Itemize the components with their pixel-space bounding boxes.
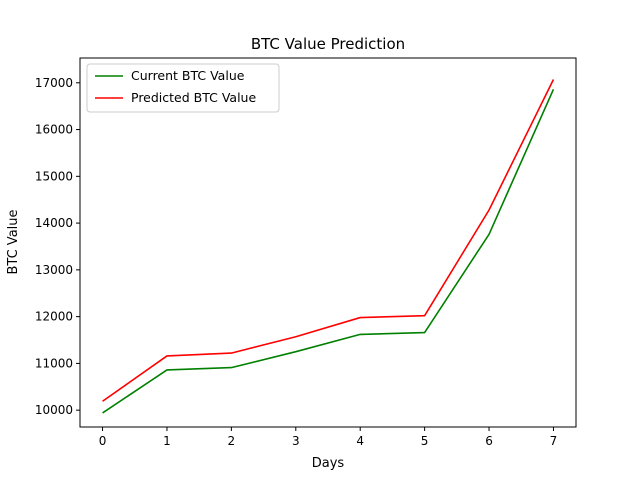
y-tick-label: 13000 [35,263,73,277]
x-tick-label: 3 [292,434,300,448]
x-tick-label: 7 [550,434,558,448]
x-tick-label: 4 [356,434,364,448]
y-tick-label: 15000 [35,169,73,183]
legend-label: Current BTC Value [131,68,245,83]
x-tick-label: 2 [228,434,236,448]
y-axis: 10000 11000 12000 13000 14000 15000 16000 17000 [35,76,80,417]
plot-lines [103,80,554,413]
y-tick-label: 11000 [35,356,73,370]
x-tick-label: 1 [163,434,171,448]
x-tick-label: 0 [99,434,107,448]
y-tick-label: 17000 [35,76,73,90]
x-tick-label: 6 [485,434,493,448]
legend: Current BTC Value Predicted BTC Value [87,64,279,112]
x-axis: 0 1 2 3 4 5 6 7 [99,427,558,448]
y-tick-label: 16000 [35,123,73,137]
y-axis-label: BTC Value [6,209,21,274]
x-tick-label: 5 [421,434,429,448]
y-tick-label: 10000 [35,403,73,417]
y-tick-label: 14000 [35,216,73,230]
legend-label: Predicted BTC Value [131,90,256,105]
y-tick-label: 12000 [35,310,73,324]
chart-title: BTC Value Prediction [251,35,405,53]
series-line-0 [103,89,554,413]
plot-frame [80,58,576,427]
x-axis-label: Days [312,456,345,471]
